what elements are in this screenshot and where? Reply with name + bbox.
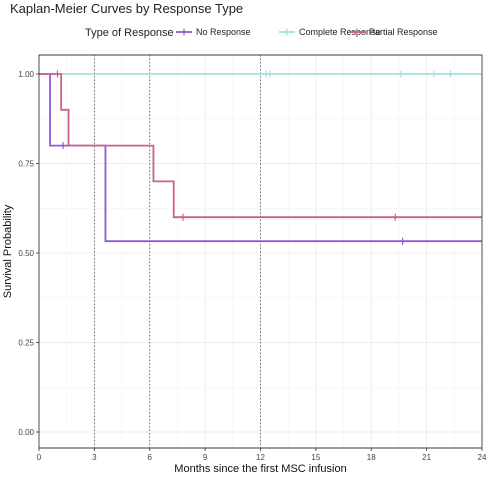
x-tick-label: 18 [367,453,376,462]
survival-curve [39,73,482,219]
legend-label: Partial Response [369,27,438,37]
y-tick-label: 0.75 [18,160,34,169]
y-tick-label: 1.00 [18,70,34,79]
x-tick-label: 24 [478,453,487,462]
x-tick-label: 9 [203,453,208,462]
y-tick-label: 0.00 [18,428,34,437]
y-axis-label: Survival Probability [2,204,14,298]
x-tick-label: 6 [148,453,153,462]
legend-title: Type of Response [85,27,174,39]
legend-item-0: No Response [176,27,251,37]
x-tick-label: 0 [37,453,42,462]
chart-title: Kaplan-Meier Curves by Response Type [10,1,243,16]
x-tick-label: 15 [311,453,320,462]
reference-lines [93,55,261,448]
x-axis: 0 3 6 9 12 15 18 21 24 [37,448,487,462]
x-tick-label: 3 [92,453,97,462]
series-2 [39,70,482,221]
legend-item-2: Partial Response [349,27,438,37]
series-1 [39,70,482,78]
x-tick-label: 12 [256,453,265,462]
legend-label: No Response [196,27,251,37]
legend-label: Complete Response [299,27,381,37]
x-axis-label: Months since the first MSC infusion [174,463,346,475]
y-tick-label: 0.25 [18,339,34,348]
series-layer [39,70,482,245]
legend: Type of Response No Response Complete Res… [85,27,438,39]
y-axis: 0.00 0.25 0.50 0.75 1.00 [18,70,39,437]
y-tick-label: 0.50 [18,249,34,258]
legend-item-1: Complete Response [279,27,381,37]
x-tick-label: 21 [422,453,431,462]
